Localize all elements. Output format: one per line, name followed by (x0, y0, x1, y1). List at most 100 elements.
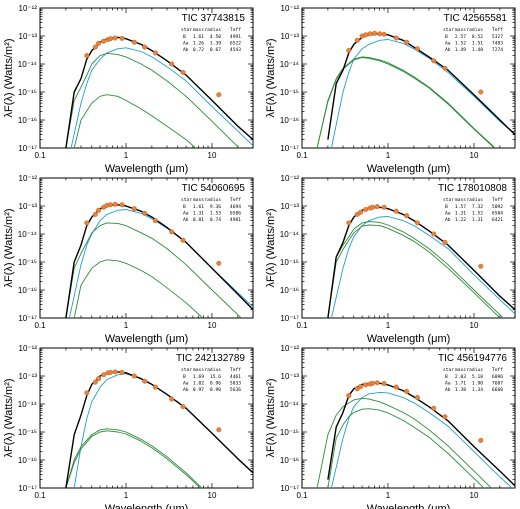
plot-frame (39, 7, 254, 149)
table-cell: 0.81 (193, 217, 204, 223)
table-cell: B (445, 374, 448, 380)
photometry-point (101, 38, 107, 44)
table-cell: 6096 (492, 374, 503, 380)
photometry-point (381, 204, 387, 210)
table-cell: Aa (183, 41, 189, 47)
x-tick-label: 1 (124, 491, 129, 500)
photometry-point (381, 31, 387, 37)
y-tick-label: 10⁻¹⁷ (18, 484, 37, 493)
photometry-point (346, 393, 352, 399)
x-axis-label: Wavelength (μm) (367, 333, 451, 345)
y-tick-label: 10⁻¹⁴ (18, 400, 38, 409)
photometry-point (169, 229, 175, 235)
plot-area (316, 30, 515, 148)
photometry-point (142, 44, 148, 50)
table-cell: 4461 (230, 374, 241, 380)
photometry-point (112, 369, 118, 375)
table-cell: 1.39 (210, 41, 221, 47)
photometry-point (363, 32, 369, 38)
table-cell: 1.61 (193, 34, 204, 40)
model-component-line (330, 216, 515, 318)
photometry-point (414, 46, 420, 52)
photometry-point (374, 380, 380, 386)
table-cell: 5636 (230, 387, 241, 393)
photometry-point (393, 35, 399, 41)
table-header: mass (455, 198, 466, 203)
photometry-point (180, 404, 186, 410)
table-cell: Ab (183, 387, 189, 393)
photometry-point (131, 39, 137, 45)
y-tick-label: 10⁻¹⁷ (18, 144, 37, 153)
table-cell: Aa (183, 211, 189, 217)
table-header: mass (193, 28, 204, 33)
x-tick-label: 1 (386, 151, 391, 160)
table-cell: Ab (183, 217, 189, 223)
y-axis-label: λF(λ) (Watts/m²) (265, 208, 277, 287)
photometry-point (346, 48, 352, 54)
photometry-point (404, 39, 410, 45)
photometry-point (101, 372, 107, 378)
panel-title: TIC 37743815 (182, 13, 246, 24)
y-axis-label: λF(λ) (Watts/m²) (265, 378, 277, 457)
table-cell: 1.02 (193, 381, 204, 387)
plot-frame (301, 7, 516, 149)
photometry-point (92, 44, 98, 50)
y-axis-label: λF(λ) (Watts/m²) (3, 38, 15, 117)
sed-panel: 0.1 1 10 10⁻¹⁷ 10⁻¹⁶ 10⁻¹⁵ 10⁻¹⁴ 10⁻¹³ 10⁻¹² Wave… (265, 4, 516, 175)
photometry-point (431, 58, 437, 64)
table-header: radius (204, 367, 221, 373)
y-tick-label: 10⁻¹⁴ (280, 60, 300, 69)
table-header: Teff (230, 367, 241, 373)
y-tick-label: 10⁻¹⁷ (280, 144, 299, 153)
table-cell: 4981 (230, 217, 241, 223)
photometry-point (152, 50, 158, 56)
table-cell: B (183, 204, 186, 210)
photometry-point (92, 379, 98, 385)
model-component-line (316, 56, 496, 148)
table-header: star (443, 197, 454, 203)
photometry-point (119, 35, 125, 41)
photometry-point (431, 405, 437, 411)
y-axis-label: λF(λ) (Watts/m²) (3, 208, 15, 287)
panel-title: TIC 178010808 (438, 183, 507, 194)
table-cell: Ab (445, 217, 451, 223)
table-header: mass (193, 368, 204, 373)
photometry-point (478, 437, 484, 443)
y-tick-label: 10⁻¹⁵ (280, 88, 299, 97)
table-cell: 1.57 (455, 204, 466, 210)
table-cell: 7483 (492, 41, 503, 47)
photometry-point (414, 220, 420, 226)
photometry-point (112, 201, 118, 207)
model-component-line (316, 57, 495, 148)
table-cell: 4543 (230, 47, 241, 53)
photometry-point (346, 220, 352, 226)
x-tick-label: 10 (208, 151, 217, 160)
x-axis-label: Wavelength (μm) (105, 163, 189, 175)
sed-panel: 0.1 1 10 10⁻¹⁷ 10⁻¹⁶ 10⁻¹⁵ 10⁻¹⁴ 10⁻¹³ 10⁻¹² Wave… (3, 4, 254, 175)
y-tick-label: 10⁻¹⁷ (18, 314, 37, 323)
x-tick-label: 0.1 (296, 491, 308, 500)
table-cell: 6584 (492, 211, 503, 217)
plot-area (65, 35, 253, 148)
photometry-point (84, 390, 90, 396)
table-cell: 4.50 (210, 34, 221, 40)
table-cell: 1.53 (210, 211, 221, 217)
table-cell: 1.31 (455, 211, 466, 217)
y-tick-label: 10⁻¹³ (281, 202, 300, 211)
y-tick-label: 10⁻¹⁶ (280, 116, 299, 125)
table-cell: 0.90 (210, 387, 221, 393)
table-cell: 1.34 (472, 387, 483, 393)
table-cell: Ab (183, 47, 189, 53)
x-tick-label: 0.1 (296, 321, 308, 330)
photometry-point (377, 31, 383, 37)
table-header: mass (193, 198, 204, 203)
x-axis-label: Wavelength (μm) (105, 503, 189, 509)
y-tick-label: 10⁻¹⁴ (280, 230, 300, 239)
photometry-point (216, 427, 222, 433)
table-cell: B (445, 34, 448, 40)
photometry-point (414, 395, 420, 401)
x-tick-label: 0.1 (34, 151, 46, 160)
y-tick-label: 10⁻¹² (281, 4, 300, 13)
photometry-point (169, 61, 175, 67)
photometry-point (442, 65, 448, 71)
